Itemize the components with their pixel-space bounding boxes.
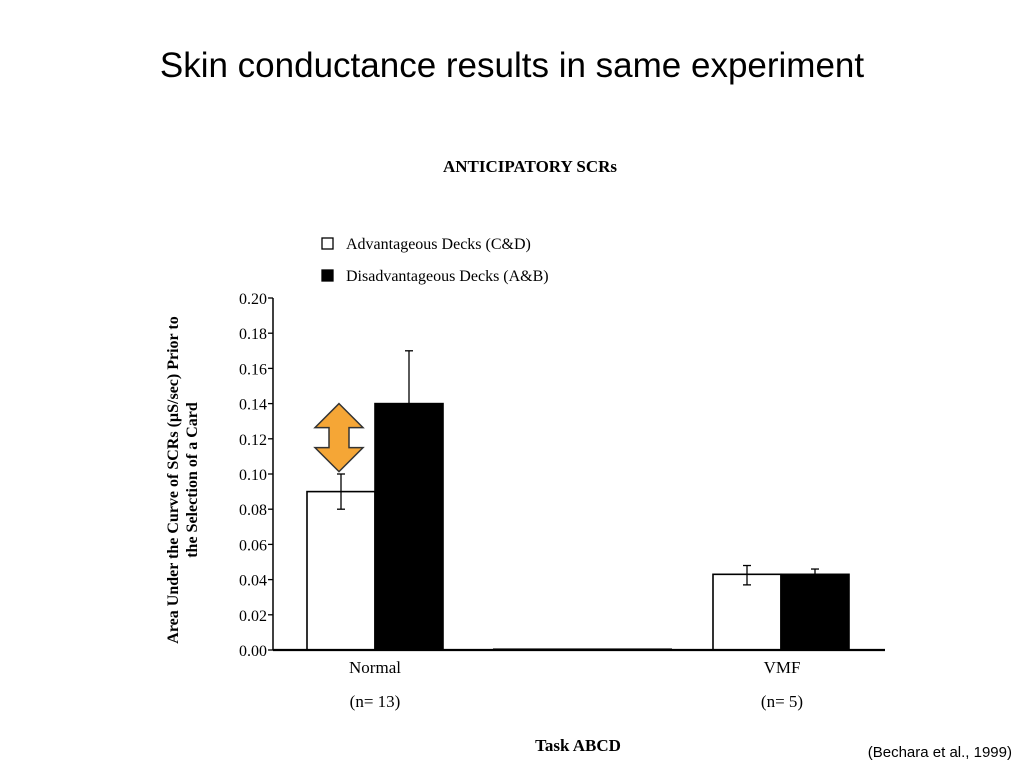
y-tick-label-8: 0.16 (239, 361, 267, 378)
x-category-n-vmf: (n= 5) (761, 692, 803, 711)
legend-swatch-disadvantageous (321, 269, 334, 282)
legend-label-disadvantageous: Disadvantageous Decks (A&B) (346, 268, 549, 285)
x-category-label-normal: Normal (349, 658, 401, 677)
legend: Advantageous Decks (C&D) Disadvantageous… (321, 236, 549, 285)
y-tick-label-1: 0.02 (239, 608, 267, 625)
y-tick-label-7: 0.14 (239, 397, 267, 414)
y-axis: 0.00 0.02 0.04 0.06 0.08 0.10 0.12 0.14 0.16 0.18… (239, 291, 274, 660)
y-tick-label-10: 0.20 (239, 291, 267, 308)
x-category-label-vmf: VMF (764, 658, 801, 677)
legend-label-advantageous: Advantageous Decks (C&D) (346, 236, 531, 253)
y-axis-label-line-1: Area Under the Curve of SCRs (µS/sec) Pr… (165, 316, 182, 643)
bars (306, 402, 850, 651)
double-arrow-annotation (313, 402, 365, 473)
y-tick-label-9: 0.18 (239, 326, 267, 343)
citation: (Bechara et al., 1999) (867, 744, 1012, 761)
y-axis-label-line-2: the Selection of a Card (184, 402, 201, 558)
bar-normal-series-1 (374, 402, 444, 651)
y-tick-label-0: 0.00 (239, 643, 267, 660)
x-axis-labels: Normal (n= 13) VMF (n= 5) (349, 658, 803, 711)
y-tick-label-2: 0.04 (239, 573, 267, 590)
y-tick-label-4: 0.08 (239, 502, 267, 519)
x-axis-baseline (273, 648, 885, 652)
x-category-n-normal: (n= 13) (350, 692, 401, 711)
chart-title: ANTICIPATORY SCRs (443, 157, 617, 176)
y-tick-label-5: 0.10 (239, 467, 267, 484)
slide-title: Skin conductance results in same experim… (159, 46, 865, 85)
legend-swatch-advantageous (321, 237, 334, 250)
error-bars (337, 350, 819, 586)
bar-normal-series-0 (306, 490, 376, 651)
bar-vmf-series-0 (712, 573, 782, 651)
bar-vmf-series-1 (780, 573, 850, 651)
x-axis-label: Task ABCD (535, 736, 621, 755)
y-tick-label-6: 0.12 (239, 432, 267, 449)
y-tick-label-3: 0.06 (239, 537, 267, 554)
